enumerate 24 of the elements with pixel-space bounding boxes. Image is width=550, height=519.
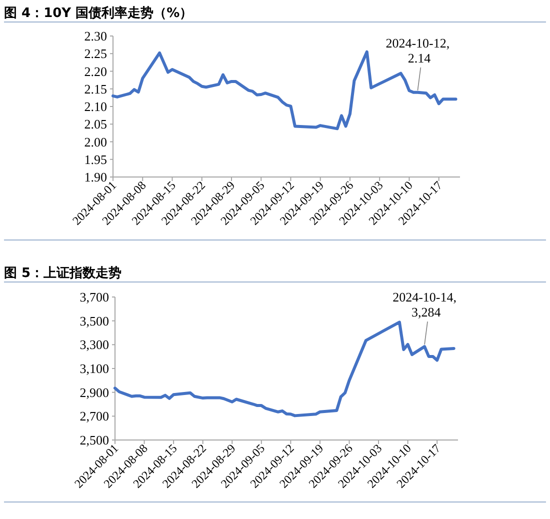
annotation: 2024-10-14, 3,284 [392, 290, 456, 345]
y-tick-label: 2.05 [84, 116, 107, 132]
y-tick-label: 2.00 [84, 134, 107, 150]
chart-title: 图 5：上证指数走势 [4, 265, 122, 281]
y-tick-label: 2.20 [84, 64, 107, 79]
y-tick-label: 2,500 [80, 432, 109, 448]
y-tick-label: 2.15 [84, 81, 107, 96]
annotation: 2024-10-12, 2.14 [386, 35, 450, 66]
y-tick-label: 3,500 [80, 313, 109, 328]
y-tick-label: 2,700 [80, 408, 109, 424]
line-series [114, 320, 456, 418]
y-tick-label: 2,900 [80, 384, 109, 400]
annotation: 2024-10-14, 3,284 [392, 290, 456, 320]
line-series [112, 50, 458, 130]
chart-title: 图 4：10Y 国债利率走势（%） [4, 5, 193, 21]
y-tick-label: 2.10 [84, 99, 107, 114]
y-tick-label: 3,100 [80, 361, 109, 376]
y-tick-label: 3,700 [80, 290, 109, 304]
y-tick-label: 2.25 [84, 46, 107, 62]
annotation: 2024-10-12, 2.14 [386, 35, 450, 91]
y-tick-label: 1.90 [84, 170, 107, 184]
y-tick-label: 3,300 [80, 337, 109, 352]
y-tick-label: 2.30 [84, 28, 107, 44]
y-tick-label: 1.95 [84, 152, 107, 167]
